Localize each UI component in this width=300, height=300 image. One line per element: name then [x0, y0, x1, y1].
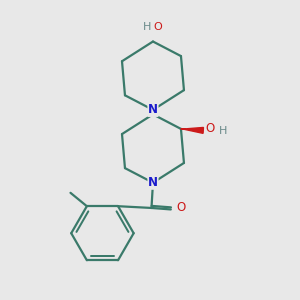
Text: N: N: [148, 176, 158, 189]
Text: N: N: [148, 103, 158, 116]
Text: O: O: [206, 122, 215, 135]
Polygon shape: [150, 110, 156, 114]
Text: O: O: [154, 22, 163, 32]
Text: O: O: [176, 202, 185, 214]
Text: H: H: [143, 22, 152, 32]
Text: H: H: [219, 126, 227, 136]
Polygon shape: [181, 128, 203, 134]
